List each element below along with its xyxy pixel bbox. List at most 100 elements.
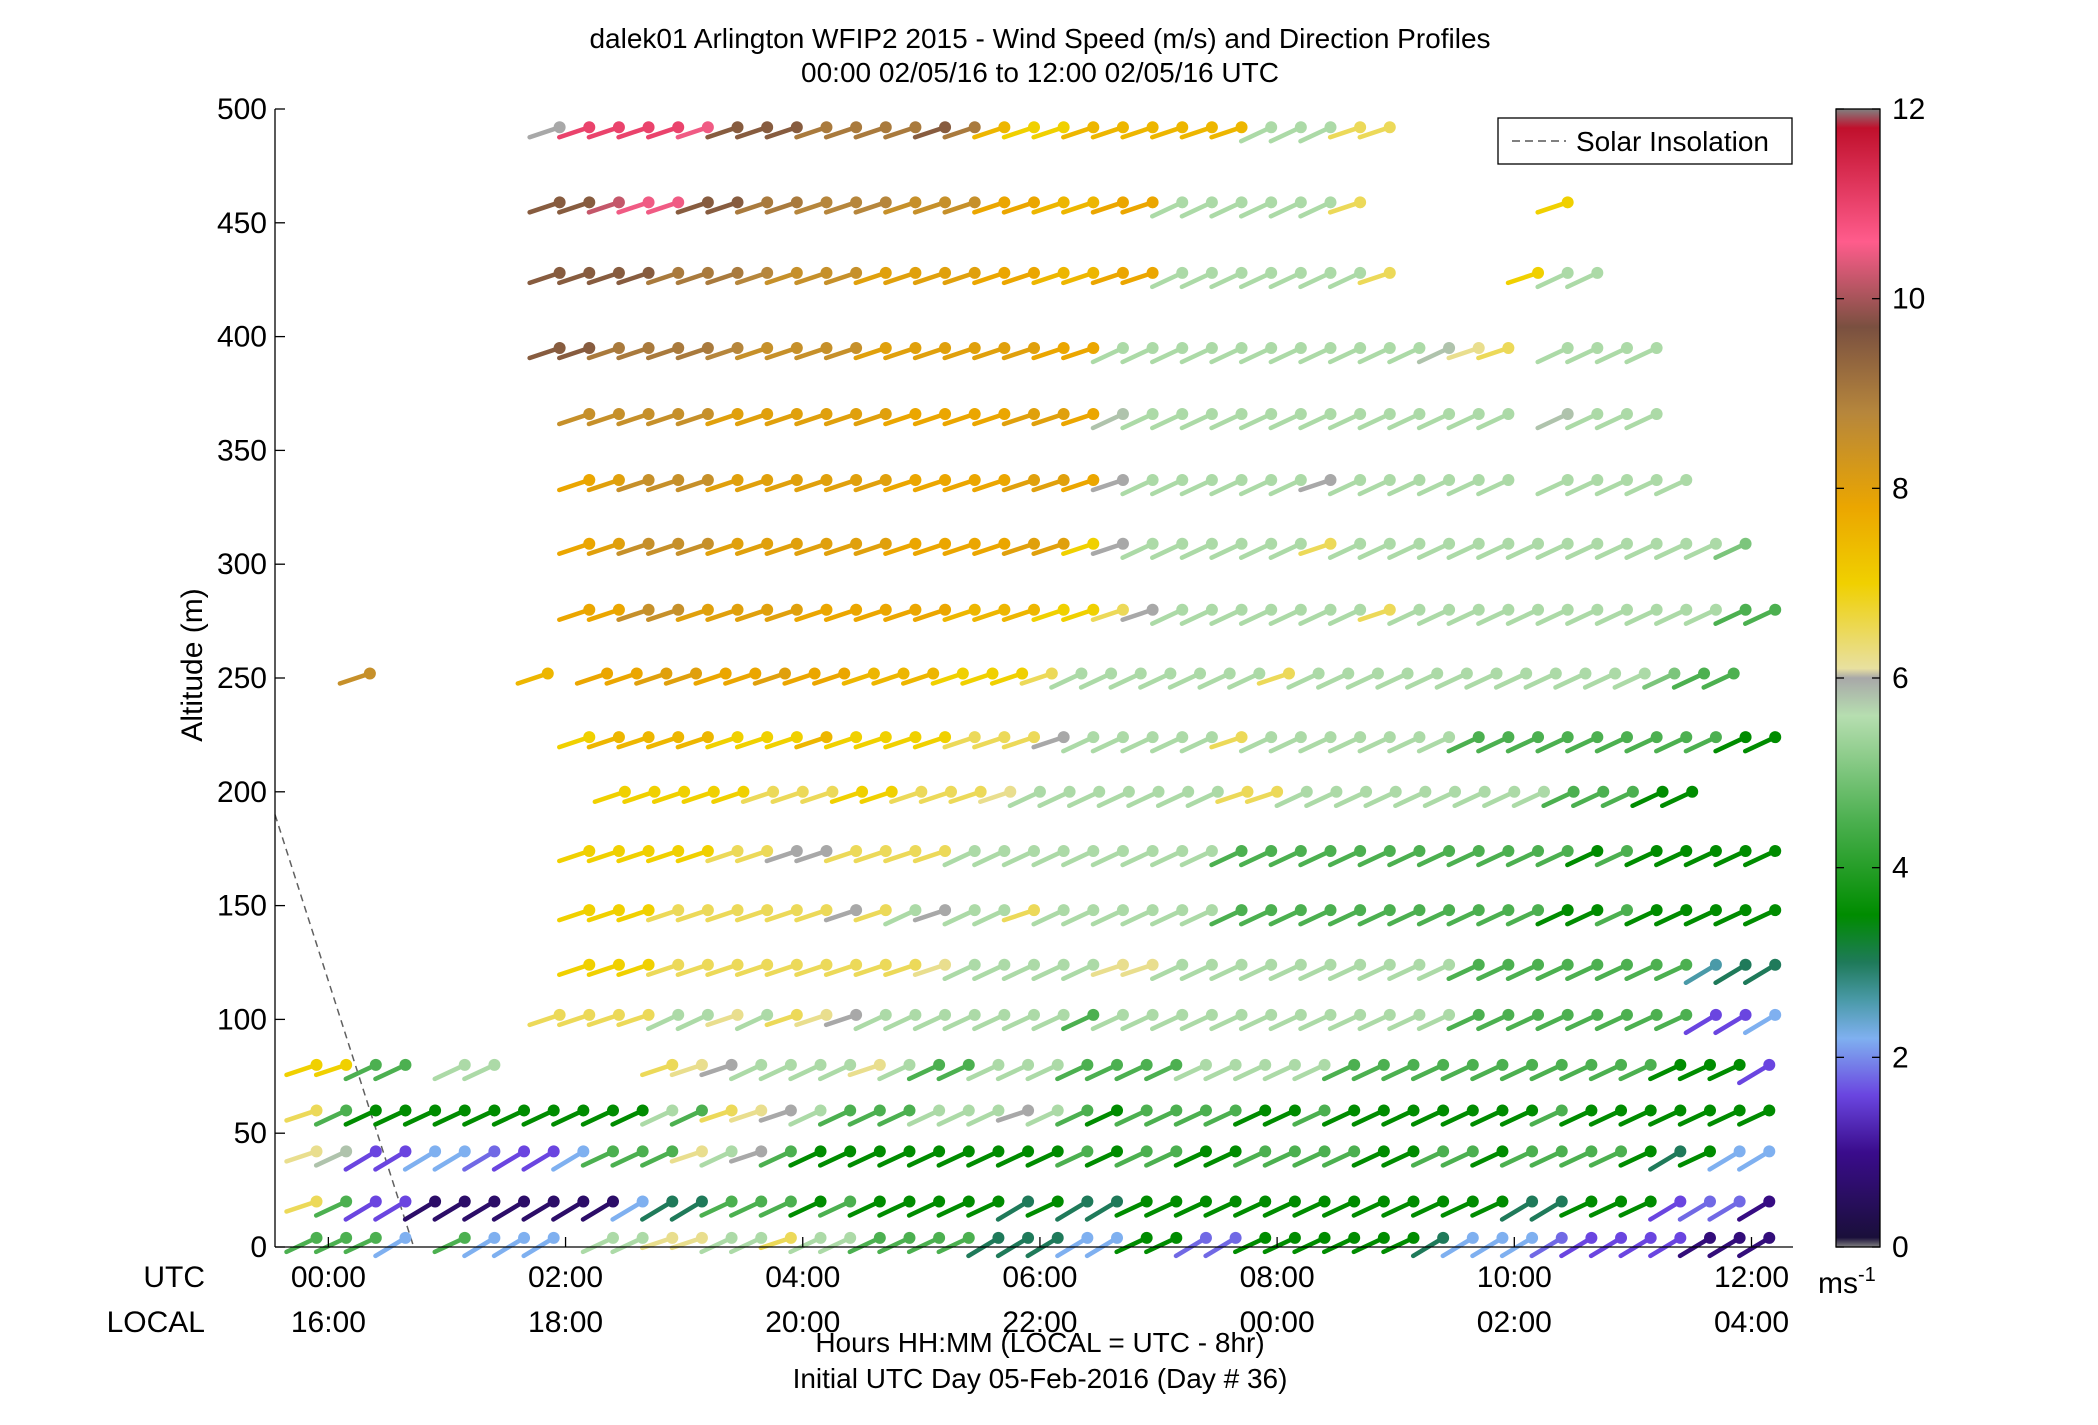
wind-barb-head [1294,904,1307,917]
x-tick-label-local: 22:00 [1002,1306,1077,1339]
wind-barb-head [541,667,554,680]
wind-barb-head [1176,731,1189,744]
wind-barb-head [1769,603,1782,616]
wind-barb-head [998,731,1011,744]
wind-barb-head [1324,603,1337,616]
wind-barb-head [1644,1104,1657,1117]
wind-barb-head [1170,1145,1183,1158]
wind-barb-head [1318,1231,1331,1244]
wind-barb-head [1051,1145,1064,1158]
wind-barb-head [998,844,1011,857]
wind-barb-head [1383,537,1396,550]
wind-barb-head [1620,731,1633,744]
x-tick-label-local: 02:00 [1477,1306,1552,1339]
wind-barb-head [1259,1104,1272,1117]
wind-barb-head [695,1104,708,1117]
wind-barb-head [737,785,750,798]
wind-barb-head [369,1195,382,1208]
wind-barb-head [731,537,744,550]
wind-barb-head [1532,731,1545,744]
wind-barb-head [612,844,625,857]
wind-barb-head [1294,341,1307,354]
wind-barb-head [695,1195,708,1208]
wind-barb-head [672,407,685,420]
wind-barb-head [1205,407,1218,420]
wind-barb-head [1087,537,1100,550]
wind-barb-head [1472,958,1485,971]
wind-barb-head [1383,121,1396,134]
legend-box [1497,117,1793,165]
wind-barb-head [1502,904,1515,917]
wind-barb-head [1354,958,1367,971]
wind-barb-head [761,196,774,209]
wind-barb-head [796,785,809,798]
wind-barb-head [1763,1145,1776,1158]
wind-barb-head [903,1231,916,1244]
wind-barb-head [1431,667,1444,680]
wind-barb-head [1561,266,1574,279]
wind-barb-head [1028,958,1040,971]
legend: Solar Insolation [1497,117,1793,165]
wind-barb-head [1146,407,1159,420]
wind-barb-head [1650,844,1663,857]
wind-barb-head [1170,1058,1183,1071]
wind-barb-head [518,1195,531,1208]
wind-barb-head [1045,667,1058,680]
wind-barb-head [1288,1145,1301,1158]
wind-barb-head [672,844,685,857]
wind-barb-head [1620,407,1633,420]
wind-barb-head [1028,341,1040,354]
wind-barb-head [755,1104,768,1117]
wind-barb-head [310,1195,323,1208]
wind-barb-head [1591,473,1604,486]
wind-barb-head [790,266,803,279]
wind-barb-head [820,731,833,744]
wind-barb-head [1146,121,1159,134]
wind-barb-head [601,667,614,680]
wind-barb-head [933,1231,946,1244]
wind-barb-head [790,731,803,744]
wind-barb-head [1591,904,1604,917]
wind-barb-head [903,1058,916,1071]
wind-barb-head [583,1008,596,1021]
wind-barb-head [1638,667,1651,680]
wind-barb-head [1472,603,1485,616]
wind-barb-head [1057,341,1070,354]
wind-barb-head [1680,731,1693,744]
wind-barb-head [850,341,863,354]
wind-barb-head [577,1104,590,1117]
wind-barb-head [814,1195,827,1208]
wind-barb-head [1199,1104,1212,1117]
wind-barb-head [909,341,922,354]
wind-barb-head [1205,537,1218,550]
wind-barb-head [1502,537,1515,550]
wind-barb-head [1318,1104,1331,1117]
wind-barb-head [1709,844,1722,857]
wind-barb-head [1620,537,1633,550]
wind-barb-head [399,1195,412,1208]
wind-barb-head [1081,1104,1094,1117]
wind-barb-head [1259,1058,1272,1071]
wind-barb-head [873,1145,886,1158]
wind-barb-head [1377,1145,1390,1158]
wind-barb-head [879,958,892,971]
wind-barb-head [1377,1195,1390,1208]
wind-barb-head [1294,537,1307,550]
wind-barb-head [879,341,892,354]
wind-barb-head [1579,667,1592,680]
wind-barb-head [1182,785,1195,798]
wind-barb-head [583,473,596,486]
wind-barb-head [1709,603,1722,616]
wind-barb-head [1739,603,1752,616]
wind-barb-head [1194,667,1207,680]
wind-barb-head [1620,341,1633,354]
wind-barb-head [1116,537,1129,550]
wind-barb-head [1199,1145,1212,1158]
wind-barb-head [725,1145,738,1158]
wind-barb-head [1028,731,1040,744]
wind-barb-head [1146,844,1159,857]
wind-barb-head [612,266,625,279]
wind-barb-head [340,1231,353,1244]
wind-barb-head [1537,785,1550,798]
wind-barb-head [1111,1104,1124,1117]
